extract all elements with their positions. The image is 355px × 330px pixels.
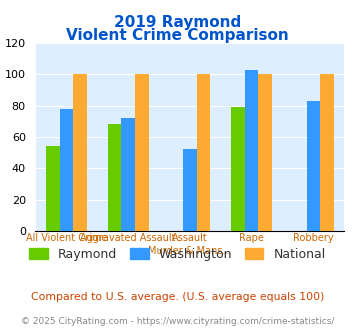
Text: Robbery: Robbery	[293, 233, 334, 243]
Text: © 2025 CityRating.com - https://www.cityrating.com/crime-statistics/: © 2025 CityRating.com - https://www.city…	[21, 317, 334, 326]
Text: Violent Crime Comparison: Violent Crime Comparison	[66, 28, 289, 43]
Bar	[60, 109, 73, 231]
Bar	[108, 124, 121, 231]
Bar	[307, 101, 320, 231]
Bar	[73, 74, 87, 231]
Text: Compared to U.S. average. (U.S. average equals 100): Compared to U.S. average. (U.S. average …	[31, 292, 324, 302]
Text: Murder & Mans...: Murder & Mans...	[148, 246, 232, 256]
Bar	[46, 147, 60, 231]
Text: Assault: Assault	[172, 233, 208, 243]
Bar	[320, 74, 334, 231]
Text: All Violent Crime: All Violent Crime	[26, 233, 107, 243]
Bar	[183, 149, 197, 231]
Bar	[135, 74, 148, 231]
Bar	[121, 118, 135, 231]
Bar	[197, 74, 210, 231]
Text: Rape: Rape	[239, 233, 264, 243]
Bar	[245, 70, 258, 231]
Text: Aggravated Assault: Aggravated Assault	[80, 233, 176, 243]
Legend: Raymond, Washington, National: Raymond, Washington, National	[24, 243, 331, 266]
Bar	[231, 107, 245, 231]
Bar	[258, 74, 272, 231]
Text: 2019 Raymond: 2019 Raymond	[114, 15, 241, 30]
